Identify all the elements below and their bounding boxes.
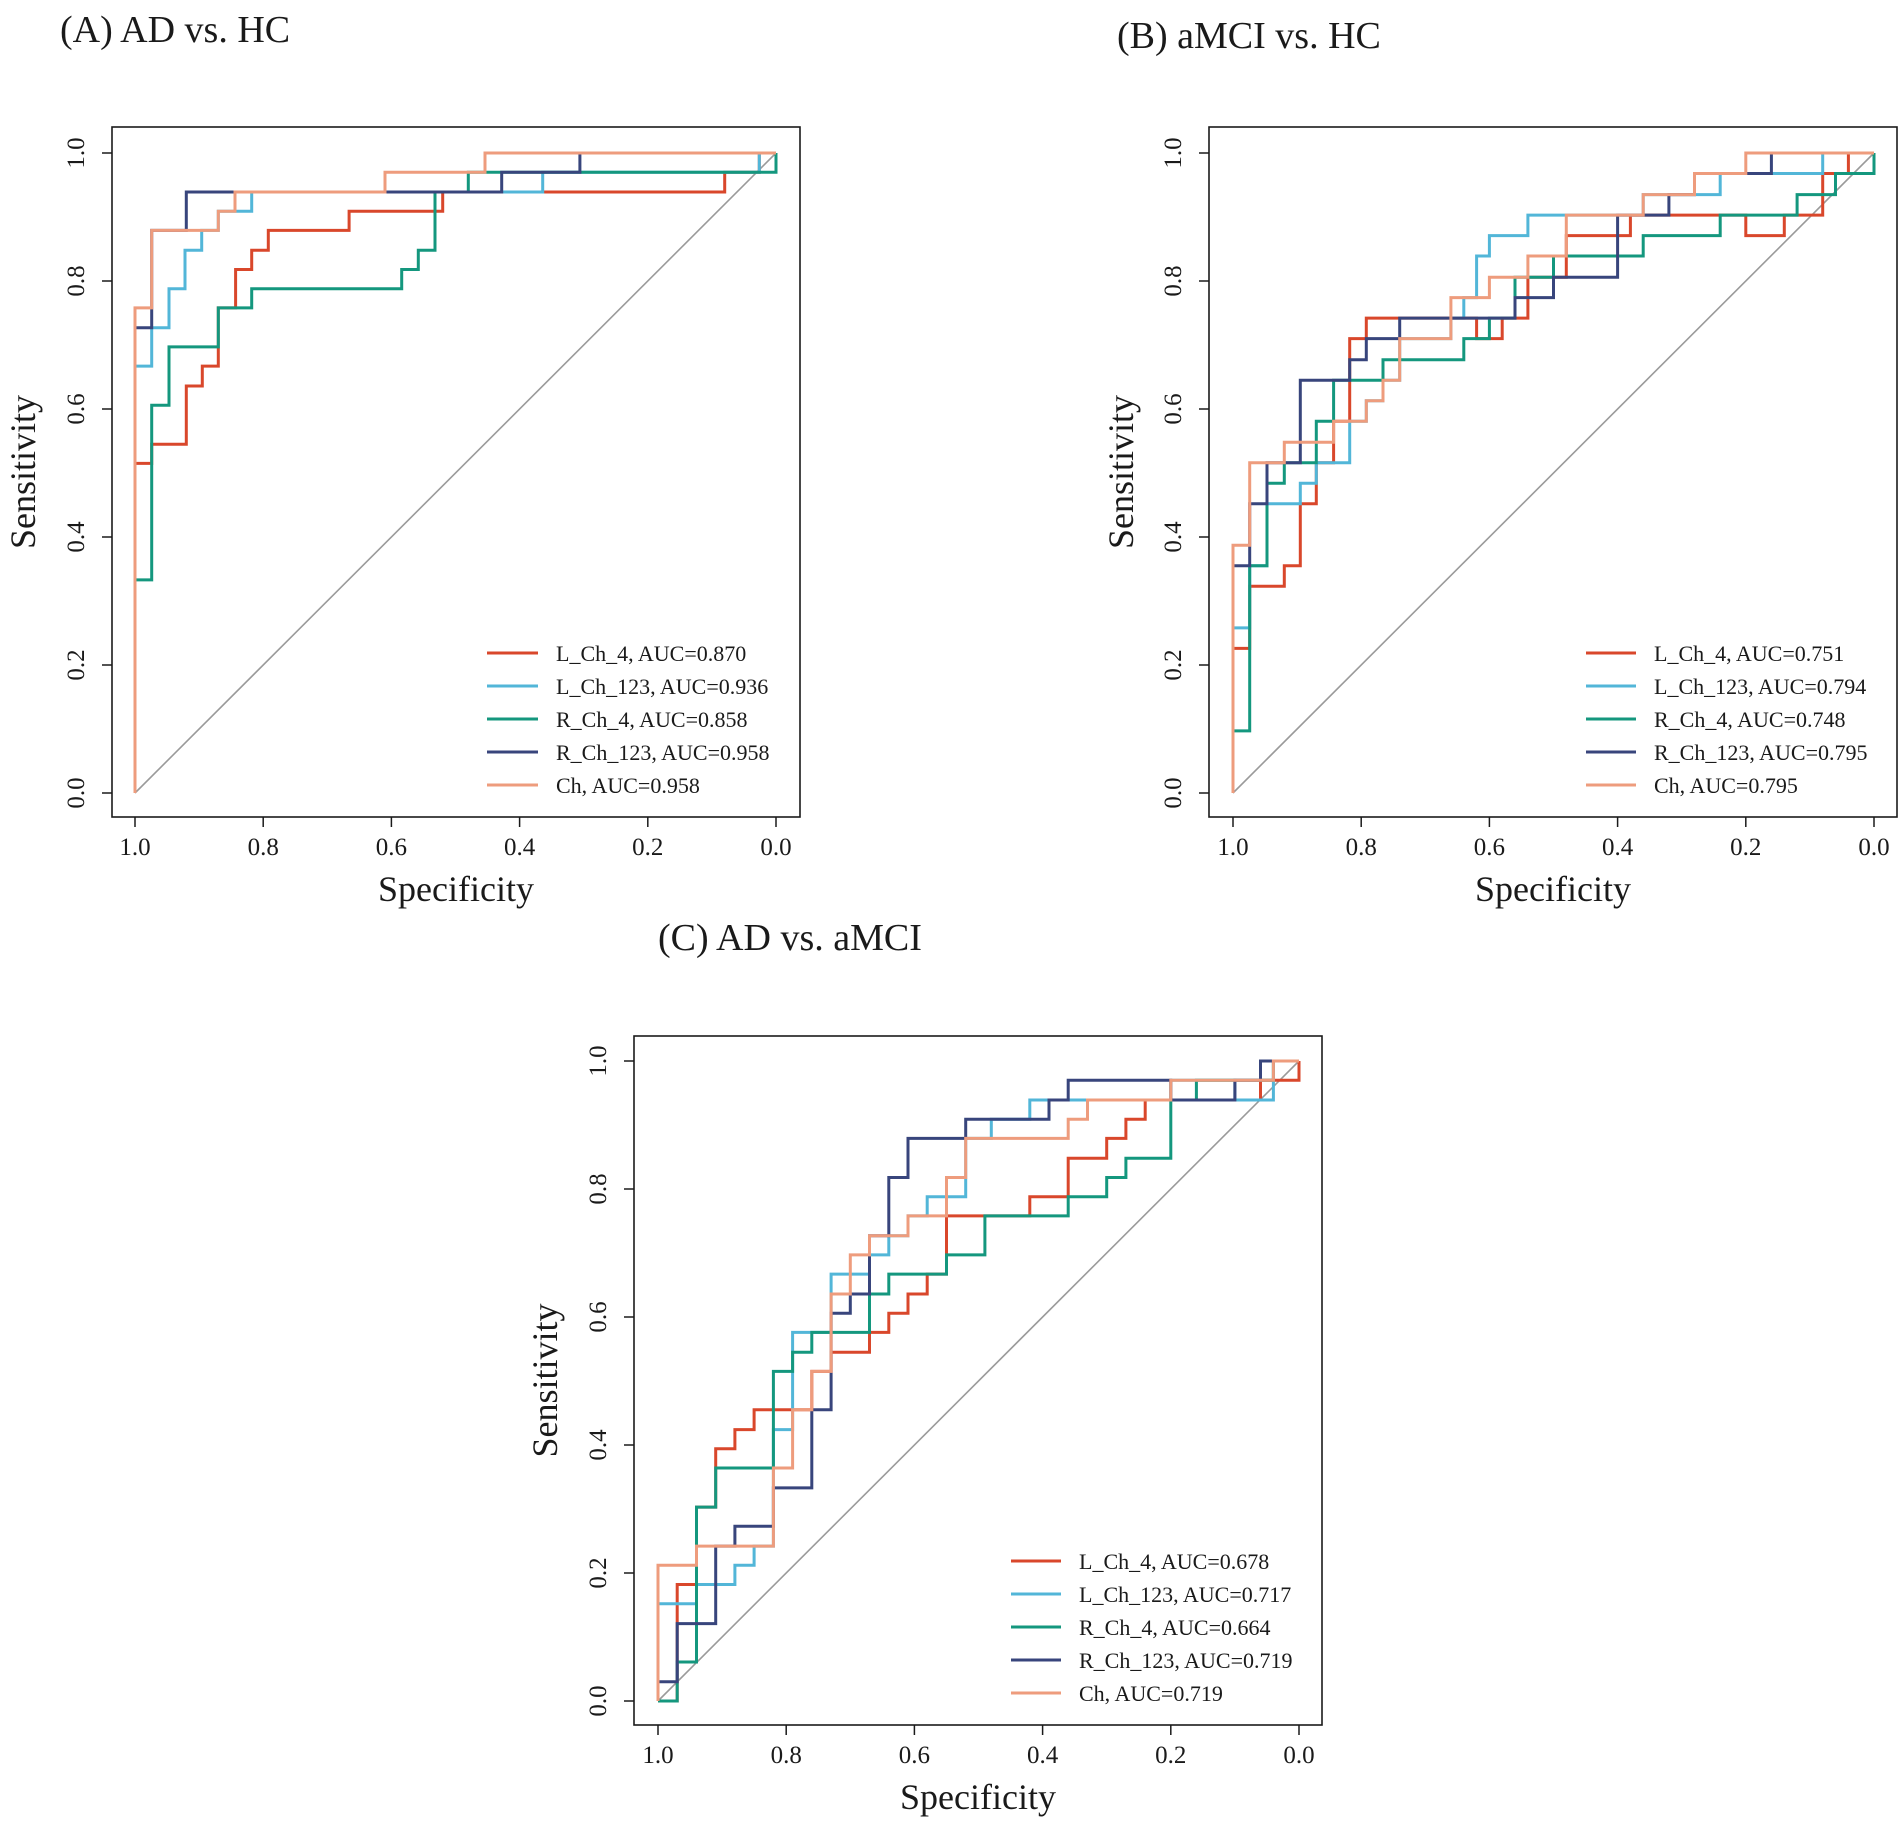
plot-frame: [1208, 126, 1898, 818]
legend-label: L_Ch_123, AUC=0.794: [1654, 674, 1866, 699]
roc-curve-l-ch-4: [133, 151, 776, 793]
x-tick-label: 0.4: [1027, 1742, 1059, 1769]
y-tick-label: 0.6: [1160, 393, 1187, 424]
legend-label: Ch, AUC=0.795: [1654, 773, 1798, 798]
y-tick-label: 0.2: [1160, 649, 1187, 680]
legend: L_Ch_4, AUC=0.870 L_Ch_123, AUC=0.936 R_Ch…: [487, 641, 770, 798]
y-tick-label: 0.4: [585, 1429, 612, 1461]
x-tick-label: 0.2: [632, 834, 663, 861]
x-tick-label: 0.8: [1346, 834, 1377, 861]
y-tick-label: 0.4: [1160, 521, 1187, 553]
panel-title: (C) AD vs. aMCI: [658, 917, 922, 959]
x-tick-label: 1.0: [1217, 834, 1248, 861]
panel-title: (B) aMCI vs. HC: [1117, 15, 1381, 57]
x-tick-label: 1.0: [119, 834, 150, 861]
x-tick-label: 1.0: [642, 1742, 673, 1769]
roc-panel-2: (C) AD vs. aMCI 1.0 0.8 0.6 0.4 0.2 0.0 0.0 0.2 0…: [525, 917, 1323, 1817]
panel-title: (A) AD vs. HC: [60, 9, 290, 51]
y-tick-label: 0.0: [1160, 777, 1187, 808]
y-tick-label: 0.8: [585, 1173, 612, 1204]
x-axis-label: Specificity: [378, 869, 534, 909]
y-tick-label: 0.0: [63, 777, 90, 808]
y-tick-label: 0.8: [63, 265, 90, 296]
x-axis-label: Specificity: [1475, 869, 1631, 909]
y-tick-label: 0.6: [63, 393, 90, 424]
y-tick-label: 0.0: [585, 1685, 612, 1716]
y-axis-label: Sensitivity: [525, 1303, 565, 1457]
x-tick-label: 0.4: [1602, 834, 1634, 861]
roc-curve-r-ch-123: [133, 151, 776, 793]
legend-label: L_Ch_123, AUC=0.717: [1079, 1582, 1291, 1607]
x-tick-label: 0.0: [1858, 834, 1889, 861]
plot-frame: [111, 126, 801, 818]
x-tick-label: 0.6: [899, 1742, 930, 1769]
reference-diagonal: [657, 1060, 1300, 1702]
legend-label: R_Ch_4, AUC=0.664: [1079, 1615, 1271, 1640]
x-axis-label: Specificity: [900, 1777, 1056, 1817]
legend: L_Ch_4, AUC=0.678 L_Ch_123, AUC=0.717 R_Ch…: [1011, 1549, 1293, 1706]
y-axis-label: Sensitivity: [3, 395, 43, 549]
legend-label: L_Ch_4, AUC=0.678: [1079, 1549, 1269, 1574]
reference-diagonal: [1232, 152, 1875, 794]
x-tick-label: 0.2: [1155, 1742, 1186, 1769]
reference-diagonal: [134, 152, 777, 794]
legend-label: L_Ch_4, AUC=0.870: [556, 641, 746, 666]
legend-label: Ch, AUC=0.719: [1079, 1681, 1223, 1706]
y-axis-label: Sensitivity: [1101, 395, 1141, 549]
x-tick-label: 0.6: [376, 834, 407, 861]
y-tick-label: 0.2: [585, 1557, 612, 1588]
x-tick-label: 0.8: [248, 834, 279, 861]
y-tick-label: 1.0: [585, 1045, 612, 1076]
legend-label: R_Ch_123, AUC=0.958: [556, 740, 770, 765]
x-tick-label: 0.4: [504, 834, 536, 861]
roc-curve-ch: [656, 1059, 1299, 1701]
y-tick-label: 0.6: [585, 1301, 612, 1332]
y-tick-label: 0.2: [63, 649, 90, 680]
legend-label: L_Ch_4, AUC=0.751: [1654, 641, 1844, 666]
x-tick-label: 0.2: [1730, 834, 1761, 861]
roc-panel-0: (A) AD vs. HC 1.0 0.8 0.6 0.4 0.2 0.0 0.0 0.2 0.4…: [3, 9, 801, 909]
legend-label: R_Ch_4, AUC=0.858: [556, 707, 748, 732]
x-tick-label: 0.6: [1474, 834, 1505, 861]
roc-curve-r-ch-4: [1231, 153, 1876, 793]
roc-curve-ch: [1231, 151, 1874, 793]
y-tick-label: 1.0: [63, 137, 90, 168]
plot-frame: [633, 1035, 1323, 1726]
legend-label: Ch, AUC=0.958: [556, 773, 700, 798]
roc-curve-r-ch-4: [658, 1059, 1299, 1703]
legend: L_Ch_4, AUC=0.751 L_Ch_123, AUC=0.794 R_Ch…: [1586, 641, 1868, 798]
y-tick-label: 1.0: [1160, 137, 1187, 168]
x-tick-label: 0.0: [760, 834, 791, 861]
x-tick-label: 0.8: [771, 1742, 802, 1769]
roc-curve-l-ch-4: [658, 1061, 1301, 1703]
x-tick-label: 0.0: [1283, 1742, 1314, 1769]
y-tick-label: 0.8: [1160, 265, 1187, 296]
legend-label: R_Ch_123, AUC=0.795: [1654, 740, 1868, 765]
y-tick-label: 0.4: [63, 521, 90, 553]
legend-label: L_Ch_123, AUC=0.936: [556, 674, 768, 699]
roc-curve-ch: [133, 151, 776, 793]
roc-panel-1: (B) aMCI vs. HC 1.0 0.8 0.6 0.4 0.2 0.0 0.0 0.2 0…: [1101, 15, 1898, 909]
legend-label: R_Ch_123, AUC=0.719: [1079, 1648, 1293, 1673]
legend-label: R_Ch_4, AUC=0.748: [1654, 707, 1846, 732]
